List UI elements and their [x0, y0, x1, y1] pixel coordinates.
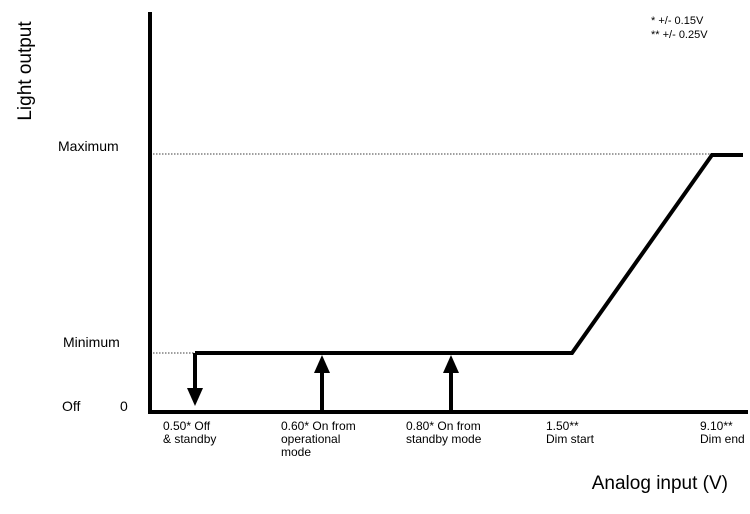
arrow-head: [187, 388, 203, 406]
y-level-maximum: Maximum: [58, 138, 119, 154]
y-level-off: Off: [62, 398, 81, 414]
arrow-up: [443, 355, 459, 410]
x-tick-label: 1.50** Dim start: [546, 419, 594, 446]
series-line: [195, 153, 743, 355]
y-level-minimum: Minimum: [63, 334, 120, 350]
x-axis-label: Analog input (V): [591, 473, 728, 494]
arrow-up: [314, 355, 330, 410]
tolerance-note-1: * +/- 0.15V: [651, 15, 704, 27]
y-level-zero: 0: [120, 398, 128, 414]
x-tick-label: 9.10** Dim end: [700, 419, 745, 446]
arrow-head: [314, 355, 330, 373]
tolerance-note-2: ** +/- 0.25V: [651, 29, 708, 41]
x-tick-label: 0.60* On from operational mode: [281, 419, 356, 459]
y-axis-label: Light output: [15, 21, 36, 121]
axes: [148, 12, 748, 414]
light-output-line: [195, 153, 743, 355]
arrow-head: [443, 355, 459, 373]
level-guides: [150, 153, 712, 354]
threshold-arrows: [187, 353, 459, 410]
arrow-down: [187, 353, 203, 406]
x-tick-label: 0.50* Off & standby: [163, 419, 217, 446]
x-tick-label: 0.80* On from standby mode: [406, 419, 482, 446]
